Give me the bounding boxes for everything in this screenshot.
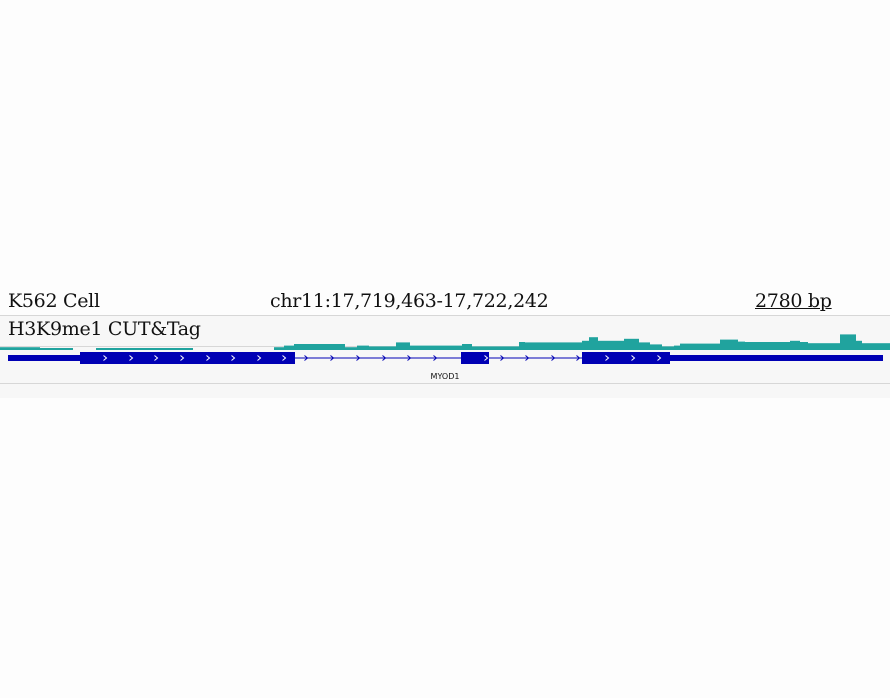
coverage-bar (525, 342, 582, 350)
strand-arrow-icon (484, 355, 489, 361)
exon-3 (582, 352, 670, 364)
coverage-bar (274, 347, 284, 350)
coverage-bar (294, 344, 345, 350)
strand-arrow-icon (180, 355, 185, 361)
strand-arrow-icon (576, 355, 581, 361)
coverage-bar (650, 344, 662, 350)
exon-1 (80, 352, 295, 364)
strand-arrow-icon (206, 355, 211, 361)
strand-arrow-icon (525, 355, 530, 361)
strand-arrow-icon (407, 355, 412, 361)
coverage-bar (369, 346, 396, 350)
coverage-bar (862, 343, 890, 350)
strand-arrow-icon (356, 355, 361, 361)
strand-arrow-icon (154, 355, 159, 361)
coverage-bar (680, 343, 720, 350)
coverage-bar (396, 342, 410, 350)
coverage-bar (624, 338, 639, 350)
coverage-bar (639, 342, 650, 350)
strand-arrow-icon (500, 355, 505, 361)
gene-thin-end (670, 355, 883, 361)
coverage-bar (96, 348, 193, 350)
gene-track[interactable] (0, 349, 890, 369)
coverage-bar (40, 348, 73, 350)
gene-track-divider (0, 383, 890, 384)
track-label: H3K9me1 CUT&Tag (8, 318, 201, 340)
strand-arrow-icon (605, 355, 610, 361)
coverage-bar (808, 343, 840, 350)
exon-2 (461, 352, 489, 364)
gene-name-label[interactable]: MYOD1 (430, 372, 460, 381)
coverage-bar (284, 345, 294, 350)
coverage-bar (745, 342, 790, 350)
cell-line-label: K562 Cell (8, 290, 100, 312)
coverage-bar (738, 341, 745, 350)
scale-bar-label: 2780 bp (755, 290, 832, 312)
strand-arrow-icon (103, 355, 108, 361)
strand-arrow-icon (231, 355, 236, 361)
coverage-bar (582, 340, 589, 350)
coverage-bar (519, 342, 525, 350)
strand-arrow-icon (330, 355, 335, 361)
coverage-bar (800, 342, 808, 350)
strand-arrow-icon (433, 355, 438, 361)
strand-arrows (103, 355, 662, 361)
coverage-bar (674, 345, 680, 350)
coverage-bar (472, 346, 519, 350)
header-divider (0, 315, 890, 316)
strand-arrow-icon (551, 355, 556, 361)
coverage-bar (589, 337, 598, 350)
strand-arrow-icon (382, 355, 387, 361)
strand-arrow-icon (631, 355, 636, 361)
strand-arrow-icon (129, 355, 134, 361)
coverage-bar (662, 346, 674, 350)
coverage-bar (840, 334, 856, 350)
strand-arrow-icon (257, 355, 262, 361)
coverage-bar (462, 344, 472, 350)
coverage-track[interactable] (0, 326, 890, 350)
strand-arrow-icon (657, 355, 662, 361)
strand-arrow-icon (282, 355, 287, 361)
locus-coordinates[interactable]: chr11:17,719,463-17,722,242 (270, 290, 549, 312)
coverage-bar (720, 339, 738, 350)
strand-arrow-icon (304, 355, 309, 361)
coverage-bar (0, 347, 40, 350)
coverage-bar (598, 340, 624, 350)
coverage-bar (345, 347, 357, 350)
coverage-bar (856, 340, 862, 350)
coverage-bar (410, 345, 462, 350)
coverage-bar (357, 345, 369, 350)
coverage-bar (790, 340, 800, 350)
gene-thin-start (8, 355, 80, 361)
